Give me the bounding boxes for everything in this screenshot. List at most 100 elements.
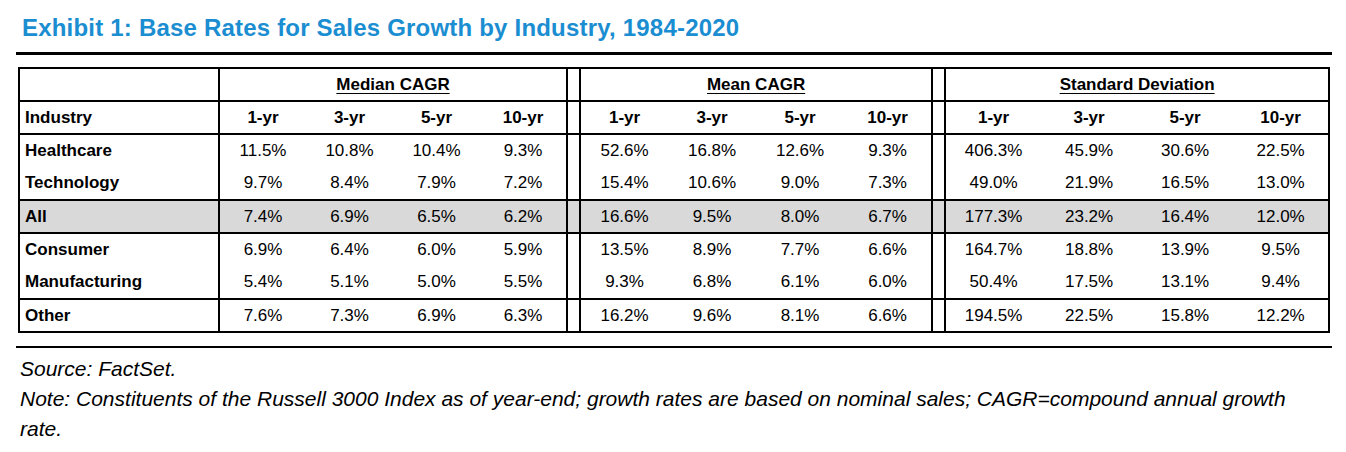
exhibit-title: Exhibit 1: Base Rates for Sales Growth b…: [22, 14, 1332, 42]
cell-stdev-1-yr: 406.3%: [945, 134, 1041, 167]
column-gap: [932, 68, 945, 101]
table-row-other: Other7.6%7.3%6.9%6.3% 16.2%9.6%8.1%6.6% 19…: [19, 299, 1329, 332]
column-gap: [567, 101, 580, 134]
cell-mean-10-yr: 6.6%: [844, 299, 932, 332]
cell-median-5-yr: 7.9%: [393, 167, 480, 200]
cell-median-3-yr: 5.1%: [306, 266, 393, 299]
cell-stdev-3-yr: 23.2%: [1041, 200, 1137, 233]
table-row-healthcare: Healthcare11.5%10.8%10.4%9.3%52.6%16.8%1…: [19, 134, 1329, 167]
cell-median-1-yr: 6.9%: [219, 233, 306, 266]
cell-mean-5-yr: 9.0%: [756, 167, 844, 200]
column-gap: [567, 233, 580, 266]
cell-median-3-yr: 7.3%: [306, 299, 393, 332]
cell-median-5-yr: 5.0%: [393, 266, 480, 299]
industry-label: Healthcare: [19, 134, 219, 167]
period-header-stdev-3-yr: 3-yr: [1041, 101, 1137, 134]
table-row-manufacturing: Manufacturing5.4%5.1%5.0%5.5%9.3%6.8%6.1…: [19, 266, 1329, 299]
cell-median-5-yr: 6.5%: [393, 200, 480, 233]
title-divider: [16, 52, 1332, 55]
industry-label: All: [19, 200, 219, 233]
group-label-median-cagr: Median CAGR: [219, 68, 567, 101]
cell-mean-1-yr: 52.6%: [580, 134, 668, 167]
cell-median-10-yr: 6.2%: [480, 200, 567, 233]
table-row-technology: Technology9.7%8.4%7.9%7.2%15.4%10.6%9.0%…: [19, 167, 1329, 200]
period-header-median-3-yr: 3-yr: [306, 101, 393, 134]
cell-stdev-10-yr: 22.5%: [1233, 134, 1329, 167]
cell-stdev-1-yr: 50.4%: [945, 266, 1041, 299]
table-header: Median CAGR Mean CAGR Standard Deviation…: [19, 68, 1329, 134]
period-header-mean-1-yr: 1-yr: [580, 101, 668, 134]
column-gap: [567, 266, 580, 299]
industry-label: Other: [19, 299, 219, 332]
cell-stdev-3-yr: 45.9%: [1041, 134, 1137, 167]
column-gap: [932, 101, 945, 134]
cell-mean-5-yr: 8.0%: [756, 200, 844, 233]
cell-median-1-yr: 11.5%: [219, 134, 306, 167]
cell-median-1-yr: 9.7%: [219, 167, 306, 200]
cell-mean-5-yr: 8.1%: [756, 299, 844, 332]
cell-mean-1-yr: 15.4%: [580, 167, 668, 200]
period-header-mean-3-yr: 3-yr: [668, 101, 756, 134]
cell-mean-1-yr: 13.5%: [580, 233, 668, 266]
cell-median-1-yr: 5.4%: [219, 266, 306, 299]
cell-stdev-10-yr: 12.2%: [1233, 299, 1329, 332]
cell-mean-3-yr: 9.6%: [668, 299, 756, 332]
cell-mean-3-yr: 9.5%: [668, 200, 756, 233]
cell-median-5-yr: 6.9%: [393, 299, 480, 332]
cell-mean-10-yr: 6.6%: [844, 233, 932, 266]
period-header-median-10-yr: 10-yr: [480, 101, 567, 134]
cell-stdev-10-yr: 13.0%: [1233, 167, 1329, 200]
cell-mean-3-yr: 10.6%: [668, 167, 756, 200]
cell-median-10-yr: 9.3%: [480, 134, 567, 167]
industry-column-header: Industry: [19, 101, 219, 134]
period-header-mean-5-yr: 5-yr: [756, 101, 844, 134]
cell-stdev-3-yr: 17.5%: [1041, 266, 1137, 299]
cell-mean-3-yr: 6.8%: [668, 266, 756, 299]
corner-cell: [19, 68, 219, 101]
cell-stdev-5-yr: 30.6%: [1137, 134, 1233, 167]
cell-median-3-yr: 10.8%: [306, 134, 393, 167]
period-header-stdev-5-yr: 5-yr: [1137, 101, 1233, 134]
column-gap: [932, 299, 945, 332]
base-rates-table: Median CAGR Mean CAGR Standard Deviation…: [18, 67, 1330, 333]
column-gap: [932, 233, 945, 266]
column-gap: [567, 68, 580, 101]
cell-mean-5-yr: 12.6%: [756, 134, 844, 167]
footer-divider: [16, 346, 1332, 348]
page: Exhibit 1: Base Rates for Sales Growth b…: [0, 0, 1346, 444]
cell-mean-1-yr: 16.2%: [580, 299, 668, 332]
cell-median-10-yr: 6.3%: [480, 299, 567, 332]
cell-median-5-yr: 6.0%: [393, 233, 480, 266]
column-gap: [567, 167, 580, 200]
period-header-stdev-10-yr: 10-yr: [1233, 101, 1329, 134]
cell-mean-10-yr: 6.7%: [844, 200, 932, 233]
cell-median-10-yr: 5.5%: [480, 266, 567, 299]
cell-median-3-yr: 6.4%: [306, 233, 393, 266]
cell-stdev-1-yr: 49.0%: [945, 167, 1041, 200]
period-header-stdev-1-yr: 1-yr: [945, 101, 1041, 134]
industry-label: Technology: [19, 167, 219, 200]
column-gap: [932, 266, 945, 299]
cell-mean-3-yr: 8.9%: [668, 233, 756, 266]
industry-label: Consumer: [19, 233, 219, 266]
cell-median-1-yr: 7.4%: [219, 200, 306, 233]
cell-median-10-yr: 5.9%: [480, 233, 567, 266]
cell-mean-5-yr: 7.7%: [756, 233, 844, 266]
cell-stdev-5-yr: 15.8%: [1137, 299, 1233, 332]
cell-median-1-yr: 7.6%: [219, 299, 306, 332]
cell-stdev-1-yr: 194.5%: [945, 299, 1041, 332]
cell-median-3-yr: 8.4%: [306, 167, 393, 200]
column-gap: [932, 167, 945, 200]
cell-stdev-3-yr: 21.9%: [1041, 167, 1137, 200]
column-gap: [567, 200, 580, 233]
cell-stdev-5-yr: 13.1%: [1137, 266, 1233, 299]
period-header-median-5-yr: 5-yr: [393, 101, 480, 134]
cell-stdev-5-yr: 16.4%: [1137, 200, 1233, 233]
cell-stdev-1-yr: 177.3%: [945, 200, 1041, 233]
cell-stdev-5-yr: 16.5%: [1137, 167, 1233, 200]
group-label-mean-cagr: Mean CAGR: [580, 68, 932, 101]
cell-stdev-3-yr: 22.5%: [1041, 299, 1137, 332]
cell-stdev-10-yr: 12.0%: [1233, 200, 1329, 233]
period-header-row: Industry 1-yr3-yr5-yr10-yr1-yr3-yr5-yr10…: [19, 101, 1329, 134]
cell-median-3-yr: 6.9%: [306, 200, 393, 233]
